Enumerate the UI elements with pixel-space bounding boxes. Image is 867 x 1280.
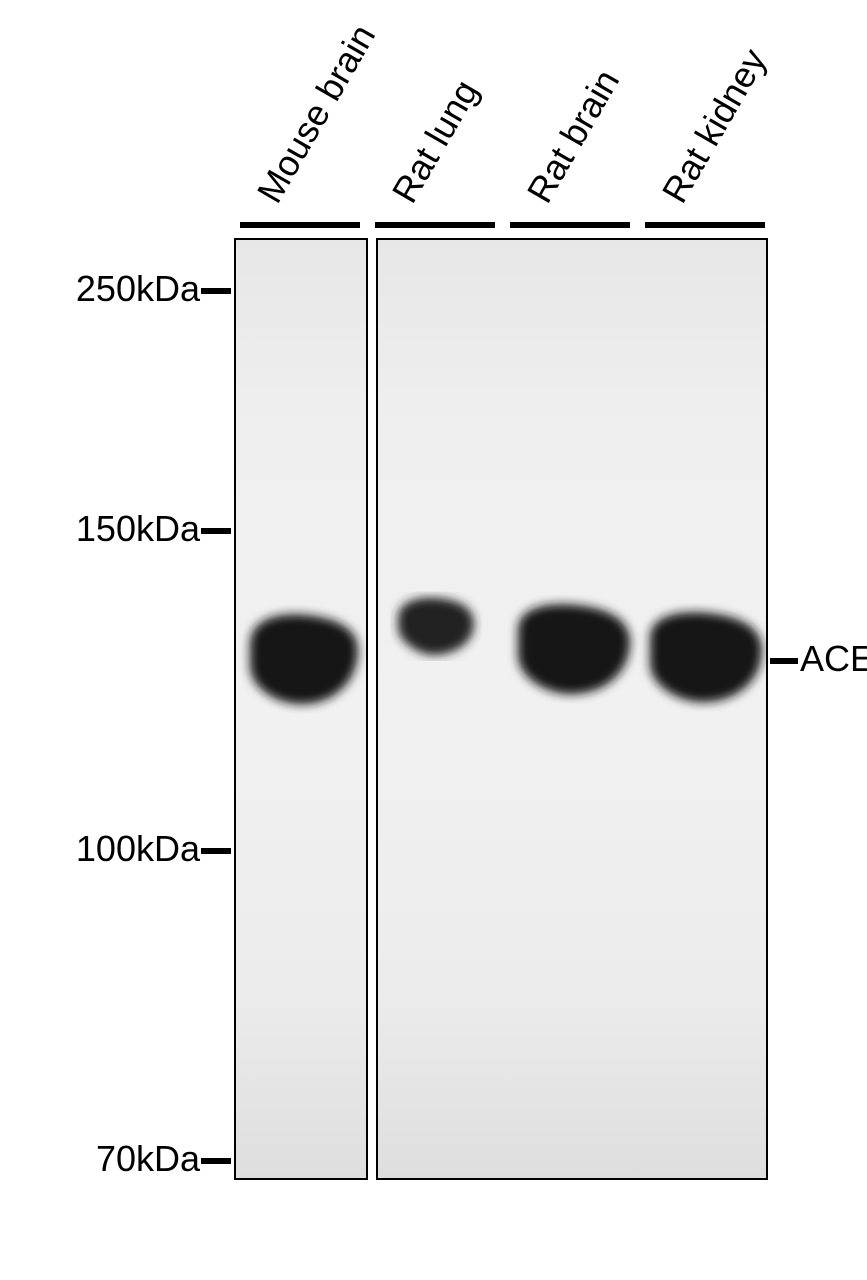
band-lane-2: [398, 598, 474, 655]
lane-label-2: Rat lung: [384, 73, 487, 210]
target-tick: [770, 658, 798, 664]
lane-underline-3: [510, 222, 630, 228]
mw-tick-150: [201, 528, 231, 534]
band-lane-1: [236, 240, 368, 1180]
lane-underline-2: [375, 222, 495, 228]
mw-label-100: 100kDa: [60, 828, 200, 870]
mw-label-150: 150kDa: [60, 508, 200, 550]
blot-panel-1: [234, 238, 368, 1180]
mw-label-70: 70kDa: [78, 1138, 200, 1180]
lane-label-3: Rat brain: [519, 62, 628, 210]
western-blot-figure: Mouse brain Rat lung Rat brain Rat kidne…: [0, 0, 867, 1280]
mw-label-250: 250kDa: [60, 268, 200, 310]
lane-underline-1: [240, 222, 360, 228]
blot-panel-2: [376, 238, 768, 1180]
band-lane-4: [650, 612, 762, 702]
mw-tick-250: [201, 288, 231, 294]
mw-tick-70: [201, 1158, 231, 1164]
mw-tick-100: [201, 848, 231, 854]
bands-panel-2: [378, 240, 768, 1180]
lane-underline-4: [645, 222, 765, 228]
lane-label-4: Rat kidney: [654, 42, 775, 210]
band-lane-3: [518, 604, 630, 694]
lane-label-1: Mouse brain: [249, 17, 384, 210]
target-label: ACE2: [800, 638, 867, 680]
